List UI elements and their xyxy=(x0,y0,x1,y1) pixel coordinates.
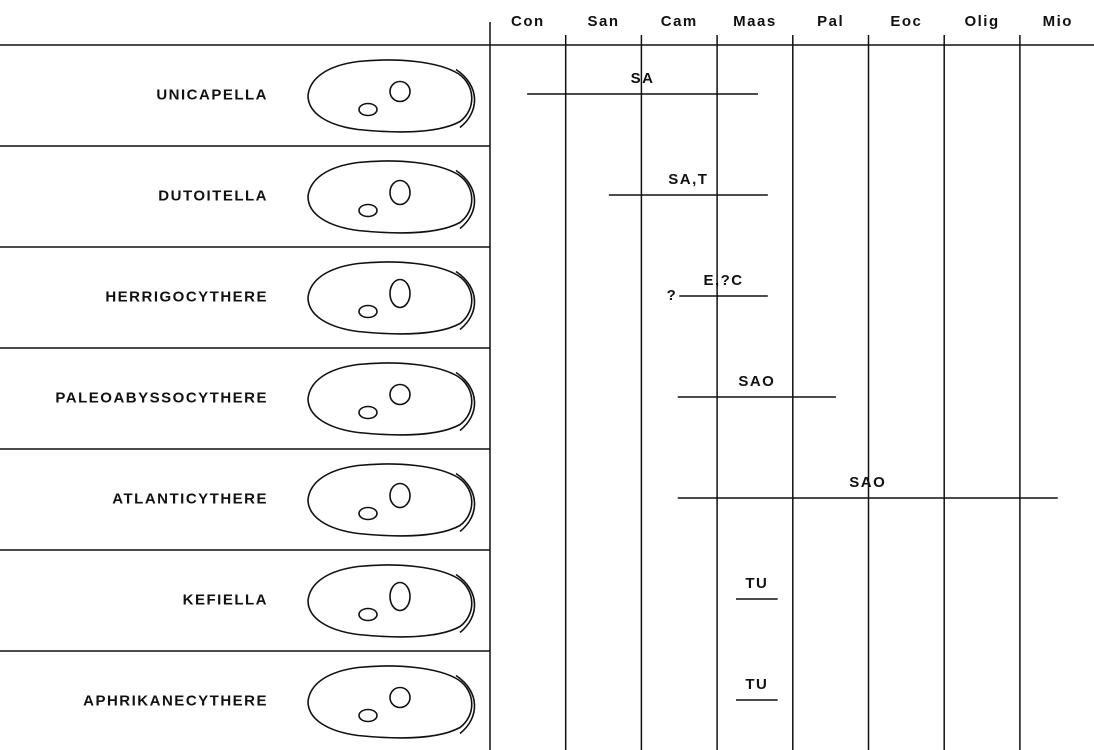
stage-label: Con xyxy=(511,13,545,30)
stage-label: Pal xyxy=(817,13,844,30)
fossil-outline xyxy=(307,160,473,234)
range-prefix: ? xyxy=(667,287,678,304)
fossil-rim xyxy=(455,169,476,230)
range-label: TU xyxy=(745,676,768,693)
stage-label: Mio xyxy=(1043,13,1073,30)
fossil-outline xyxy=(307,564,473,638)
fossil-node xyxy=(358,506,378,521)
fossil-drawing xyxy=(307,362,476,436)
fossil-rim xyxy=(455,68,476,129)
fossil-node xyxy=(358,708,378,723)
range-label: SA,T xyxy=(668,171,708,188)
fossil-rim xyxy=(455,674,476,735)
fossil-outline xyxy=(307,59,473,133)
fossil-drawing xyxy=(307,160,476,234)
fossil-node xyxy=(389,383,411,406)
range-label: TU xyxy=(745,575,768,592)
stage-label: San xyxy=(588,13,620,30)
fossil-rim xyxy=(455,472,476,533)
fossil-node xyxy=(389,482,411,509)
fossil-drawing xyxy=(307,261,476,335)
fossil-drawing xyxy=(307,59,476,133)
fossil-node xyxy=(358,405,378,420)
fossil-node xyxy=(358,304,378,319)
fossil-drawing xyxy=(307,665,476,739)
fossil-node xyxy=(358,203,378,218)
taxon-name: PALEOABYSSOCYTHERE xyxy=(55,389,268,406)
taxon-name: KEFIELLA xyxy=(183,591,268,608)
taxon-name: APHRIKANECYTHERE xyxy=(83,692,268,709)
fossil-node xyxy=(358,102,378,117)
fossil-outline xyxy=(307,665,473,739)
taxon-name: HERRIGOCYTHERE xyxy=(105,288,268,305)
range-label: SA xyxy=(631,70,655,87)
fossil-drawing xyxy=(307,564,476,638)
taxon-name: UNICAPELLA xyxy=(156,86,268,103)
stage-label: Cam xyxy=(661,13,698,30)
stage-label: Maas xyxy=(733,13,777,30)
fossil-node xyxy=(389,686,411,709)
range-label: SAO xyxy=(738,373,775,390)
fossil-node xyxy=(358,607,378,622)
stage-label: Eoc xyxy=(890,13,922,30)
fossil-rim xyxy=(455,270,476,331)
fossil-rim xyxy=(455,371,476,432)
fossil-outline xyxy=(307,261,473,335)
fossil-outline xyxy=(307,463,473,537)
fossil-node xyxy=(389,80,411,103)
fossil-outline xyxy=(307,362,473,436)
taxon-name: ATLANTICYTHERE xyxy=(112,490,268,507)
fossil-node xyxy=(389,278,411,309)
range-label: E,?C xyxy=(703,272,743,289)
fossil-drawing xyxy=(307,463,476,537)
fossil-node xyxy=(389,581,411,612)
fossil-rim xyxy=(455,573,476,634)
stage-label: Olig xyxy=(964,13,999,30)
range-label: SAO xyxy=(849,474,886,491)
fossil-node xyxy=(389,179,411,206)
taxon-name: DUTOITELLA xyxy=(158,187,268,204)
